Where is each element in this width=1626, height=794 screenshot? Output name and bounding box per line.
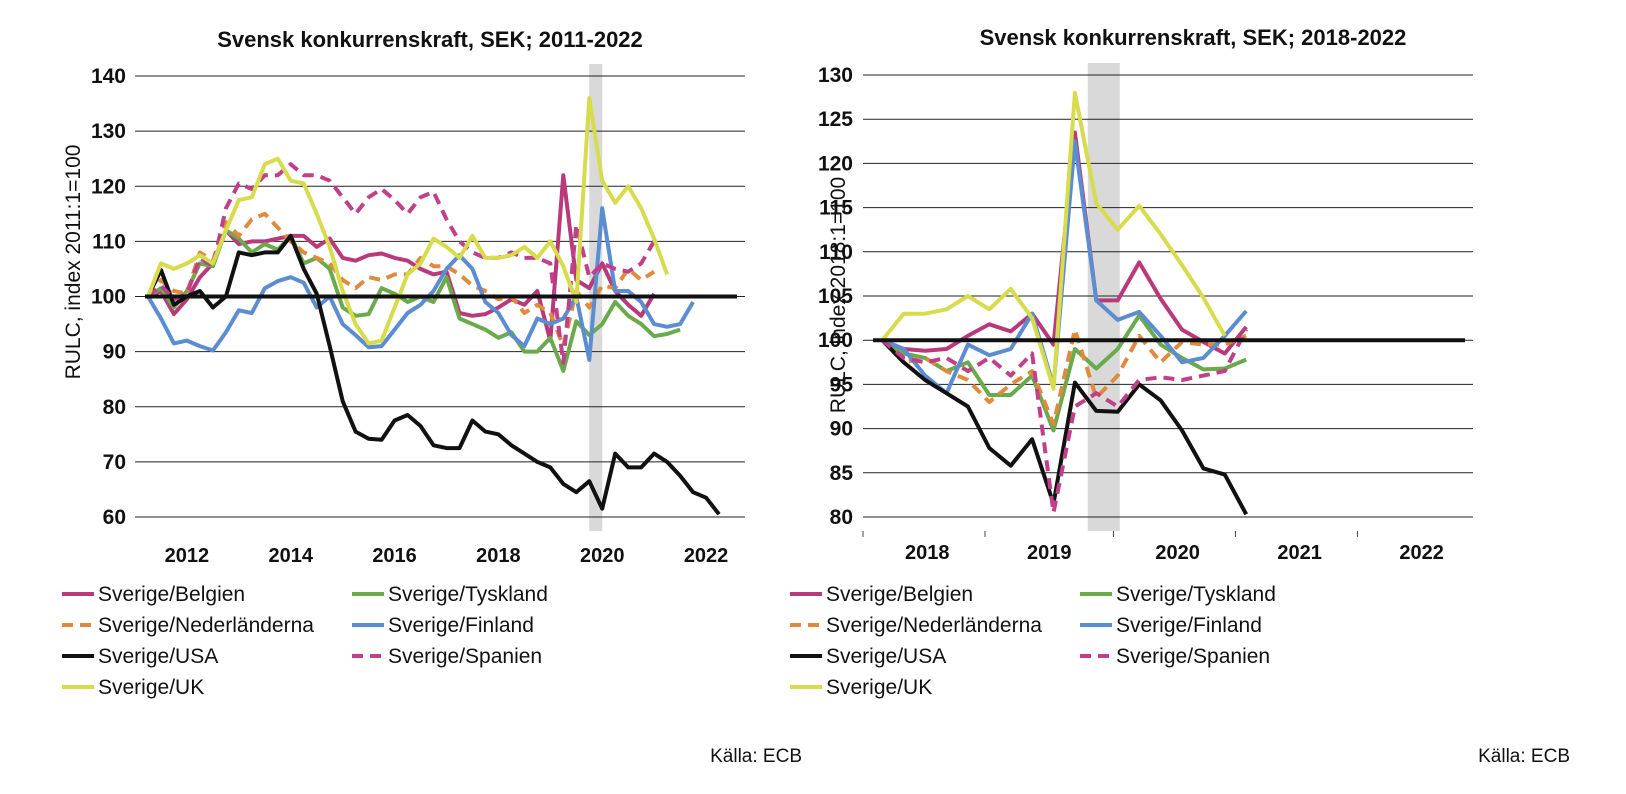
legend-label: Sverige/Belgien	[826, 583, 973, 606]
x-tick-label: 2016	[372, 545, 417, 567]
legend-label: Sverige/Finland	[1116, 614, 1262, 637]
x-tick-label: 2020	[1155, 542, 1200, 564]
y-axis-label: RULC, index 2011:1=100	[62, 145, 85, 380]
series-line-sverige-spanien	[146, 162, 656, 365]
y-tick-label: 120	[91, 175, 126, 198]
y-tick-label: 125	[818, 108, 853, 131]
y-tick-label: 110	[819, 241, 853, 264]
y-tick-label: 95	[830, 373, 854, 396]
x-tick-label: 2012	[165, 545, 210, 567]
y-tick-label: 85	[830, 462, 854, 485]
chart-right-panel: Svensk konkurrenskraft, SEK; 2018-2022 R…	[790, 25, 1570, 767]
x-tick-label: 2021	[1277, 542, 1322, 564]
x-tick-label: 2014	[268, 545, 313, 567]
y-tick-label: 60	[103, 506, 126, 529]
series-line-sverige-nederl-nderna	[880, 327, 1247, 427]
series-line-sverige-uk	[880, 90, 1227, 391]
chart-title: Svensk konkurrenskraft, SEK; 2018-2022	[980, 25, 1407, 50]
y-tick-label: 80	[830, 506, 853, 529]
chart-left-panel: Svensk konkurrenskraft, SEK; 2011-2022 R…	[62, 27, 802, 767]
legend-label: Sverige/USA	[98, 645, 218, 668]
legend-label: Sverige/USA	[826, 645, 946, 668]
legend-label: Sverige/Nederländerna	[826, 614, 1042, 637]
legend-label: Sverige/Tyskland	[388, 583, 548, 606]
y-tick-label: 90	[103, 341, 126, 364]
y-tick-label: 70	[103, 451, 126, 474]
y-tick-label: 120	[818, 152, 853, 175]
y-tick-label: 130	[91, 120, 126, 143]
x-tick-label: 2018	[476, 545, 521, 567]
y-tick-label: 110	[92, 230, 126, 253]
series-line-sverige-uk	[146, 96, 669, 346]
legend-label: Sverige/UK	[826, 676, 932, 699]
legend-label: Sverige/Tyskland	[1116, 583, 1276, 606]
y-tick-label: 130	[818, 64, 853, 87]
series-line-sverige-usa	[146, 233, 721, 516]
series-line-sverige-nederl-nderna	[146, 211, 656, 349]
y-axis-label: RULC, index 2018:1=100	[827, 177, 850, 413]
legend-label: Sverige/Nederländerna	[98, 614, 314, 637]
y-tick-label: 90	[830, 418, 853, 441]
series-line-sverige-belgien	[147, 173, 656, 343]
legend-label: Sverige/Spanien	[1116, 645, 1270, 668]
source-note: Källa: ECB	[710, 746, 802, 767]
x-tick-label: 2018	[905, 542, 950, 564]
series-line-sverige-spanien	[881, 328, 1248, 515]
series-line-sverige-usa	[880, 338, 1248, 516]
y-tick-label: 105	[818, 285, 853, 308]
series-line-sverige-finland	[146, 206, 695, 362]
legend-label: Sverige/Belgien	[98, 583, 245, 606]
legend-label: Sverige/Spanien	[388, 645, 542, 668]
y-tick-label: 100	[818, 329, 853, 352]
y-tick-label: 100	[91, 286, 126, 309]
x-tick-label: 2022	[1399, 542, 1444, 564]
chart-title: Svensk konkurrenskraft, SEK; 2011-2022	[217, 27, 643, 52]
x-tick-label: 2019	[1027, 542, 1072, 564]
legend-label: Sverige/UK	[98, 676, 204, 699]
shaded-region	[1087, 63, 1120, 531]
source-note: Källa: ECB	[1478, 746, 1570, 767]
y-tick-label: 115	[819, 197, 853, 220]
y-tick-label: 140	[91, 65, 126, 88]
x-tick-label: 2020	[580, 545, 625, 567]
x-tick-label: 2022	[684, 545, 729, 567]
legend-label: Sverige/Finland	[388, 614, 534, 637]
y-tick-label: 80	[103, 396, 126, 419]
